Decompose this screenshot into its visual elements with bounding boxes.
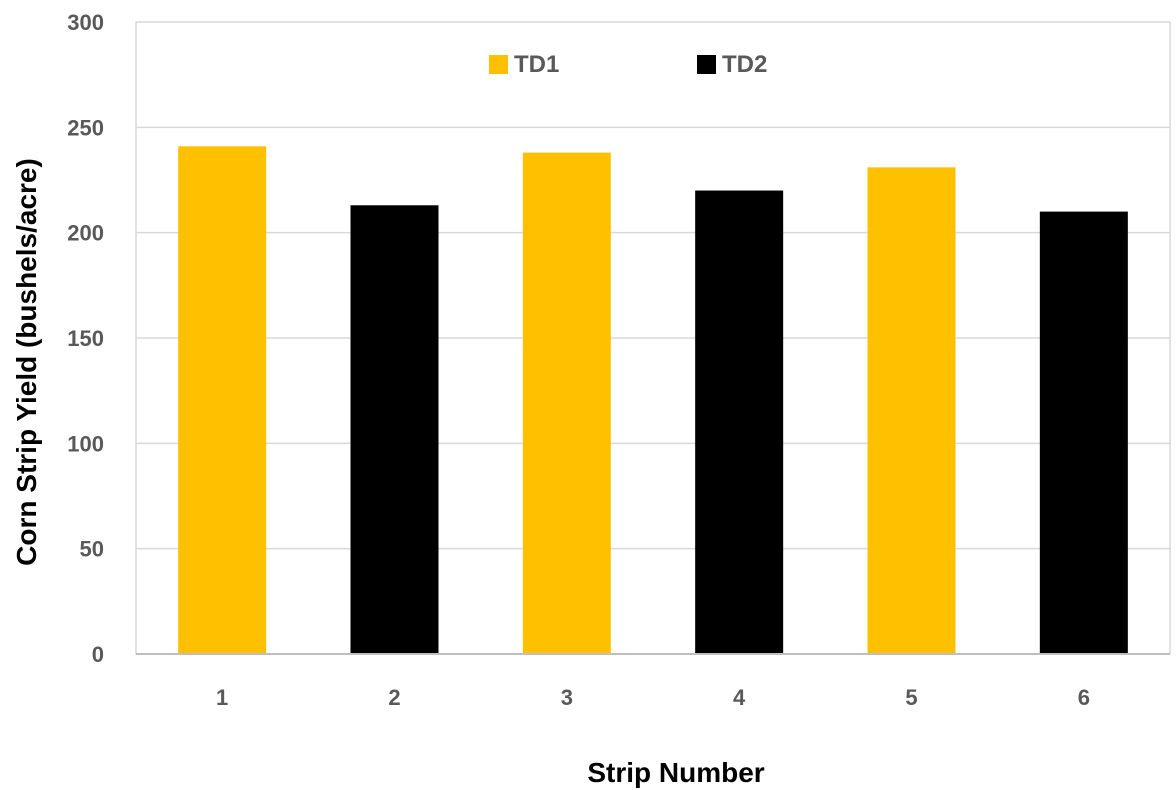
x-tick-label: 5 bbox=[905, 685, 917, 710]
gridlines bbox=[136, 126, 1170, 550]
y-tick-label: 250 bbox=[67, 115, 104, 140]
x-tick-labels: 1 2 3 4 5 6 bbox=[216, 685, 1090, 710]
bar-strip-4 bbox=[695, 190, 784, 655]
x-tick-label: 3 bbox=[561, 685, 573, 710]
y-axis-title: Corn Strip Yield (bushels/acre) bbox=[11, 158, 42, 566]
x-tick-label: 4 bbox=[733, 685, 746, 710]
x-tick-label: 2 bbox=[388, 685, 400, 710]
bars bbox=[178, 146, 1128, 655]
y-tick-labels: 0 50 100 150 200 250 300 bbox=[67, 10, 104, 667]
y-tick-label: 150 bbox=[67, 326, 104, 351]
y-tick-label: 200 bbox=[67, 221, 104, 246]
bar-strip-1 bbox=[178, 146, 267, 654]
legend-swatch-td1 bbox=[489, 55, 508, 74]
bar-strip-6 bbox=[1039, 211, 1128, 654]
y-tick-label: 50 bbox=[80, 537, 104, 562]
bar-strip-2 bbox=[350, 205, 439, 654]
bar-strip-3 bbox=[522, 152, 611, 654]
y-tick-label: 100 bbox=[67, 431, 104, 456]
x-tick-label: 6 bbox=[1078, 685, 1090, 710]
legend: TD1 TD2 bbox=[489, 51, 767, 78]
legend-swatch-td2 bbox=[697, 55, 716, 74]
y-tick-label: 300 bbox=[67, 10, 104, 35]
legend-label-td1: TD1 bbox=[514, 51, 559, 78]
x-axis-title: Strip Number bbox=[587, 757, 764, 788]
legend-label-td2: TD2 bbox=[722, 51, 767, 78]
bar-strip-5 bbox=[867, 167, 956, 655]
x-tick-label: 1 bbox=[216, 685, 228, 710]
y-tick-label: 0 bbox=[92, 642, 104, 667]
